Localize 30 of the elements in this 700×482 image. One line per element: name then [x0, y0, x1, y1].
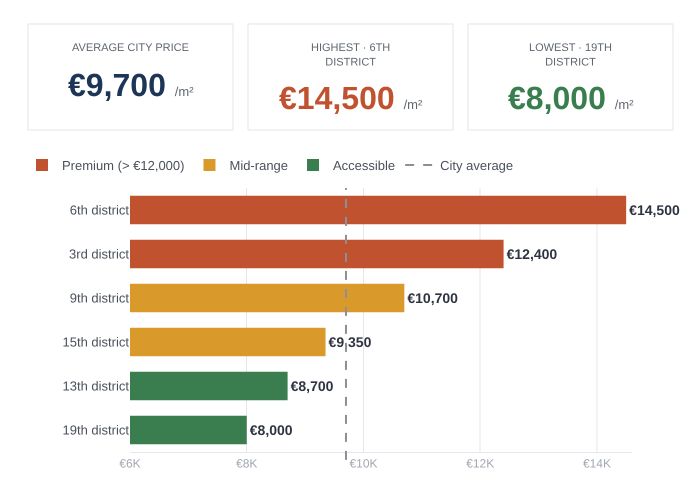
- y-tick-label: 13th district: [62, 378, 130, 394]
- data-label: €9,350: [328, 334, 372, 350]
- x-tick-label: €8K: [236, 456, 258, 470]
- data-label: €12,400: [506, 246, 558, 262]
- text: HIGHEST · 6TH DISTRICT: [311, 42, 390, 68]
- y-tick-label: 6th district: [70, 202, 130, 218]
- x-tick-label: €6K: [119, 456, 141, 470]
- x-tick-label: €12K: [466, 456, 494, 470]
- x-tick-label: €14K: [582, 456, 611, 470]
- x-tick-label: €10K: [349, 456, 378, 470]
- data-label: €8,000: [250, 422, 293, 438]
- data-label: €14,500: [629, 202, 680, 218]
- legend-label: Mid-range: [229, 158, 288, 174]
- text: LOWEST · 19TH DISTRICT: [529, 42, 612, 68]
- y-tick-label: 19th district: [62, 422, 130, 438]
- y-tick-label: 3rd district: [69, 246, 130, 262]
- text: /m²: [174, 84, 194, 99]
- text: /m²: [614, 97, 634, 112]
- legend-label: City average: [440, 158, 514, 174]
- y-tick-label: 15th district: [62, 334, 130, 350]
- y-tick-label: 9th district: [70, 290, 130, 306]
- legend-label: Premium (> €12,000): [62, 158, 184, 174]
- text: /m²: [404, 97, 424, 112]
- data-label: €10,700: [407, 290, 458, 306]
- text: €14,500: [279, 80, 395, 116]
- legend-label: Accessible: [333, 158, 396, 174]
- data-label: €8,700: [290, 378, 334, 394]
- text: €8,000: [508, 80, 606, 116]
- text: €9,700: [68, 67, 166, 103]
- text: AVERAGE CITY PRICE: [72, 42, 189, 54]
